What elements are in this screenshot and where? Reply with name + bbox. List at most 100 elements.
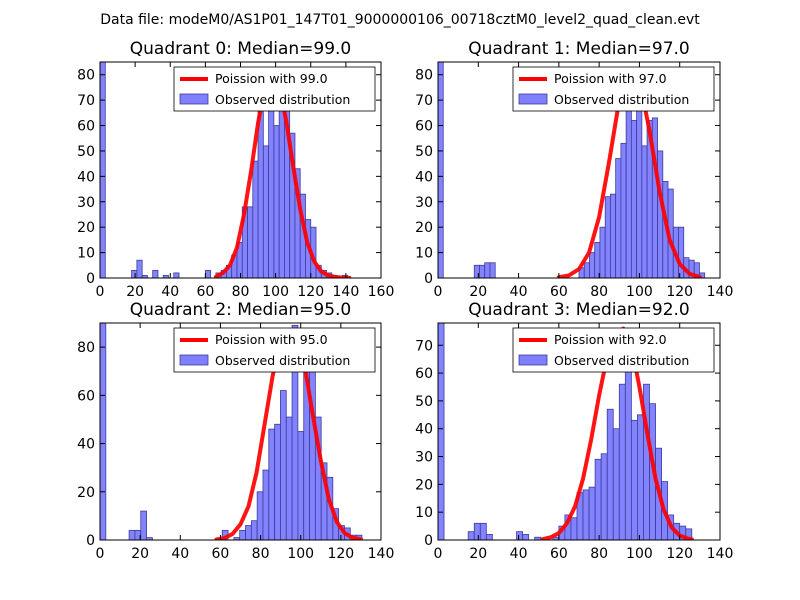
axes-frame: [437, 61, 721, 279]
subplot-quadrant-1: Quadrant 1: Median=97.00 20 40 60 80 100 120 14…: [415, 39, 733, 300]
histogram-bar: [637, 414, 644, 540]
histogram-bar: [588, 486, 596, 540]
histogram-bar: [100, 323, 107, 540]
legend-label-observed: Observed distribution: [215, 353, 350, 368]
x-tick-label: 160: [368, 284, 395, 300]
x-tick-label: 20: [126, 284, 144, 300]
histogram-bar: [280, 390, 287, 540]
histogram-bar: [467, 531, 475, 540]
x-tick-label: 0: [434, 546, 443, 562]
histogram-bar: [278, 97, 285, 278]
y-tick-label: 60: [77, 119, 95, 135]
histogram-bar: [252, 160, 259, 278]
y-tick-label: 30: [77, 195, 95, 211]
y-tick-label: 50: [415, 394, 433, 410]
histogram-bar: [489, 262, 496, 278]
legend: Poission with 99.0 Observed distribution: [173, 66, 376, 112]
x-tick-label: 60: [212, 546, 230, 562]
legend-bar-swatch: [179, 354, 209, 366]
histogram-bar: [604, 196, 611, 278]
x-tick-label: 140: [707, 546, 734, 562]
histogram-bar: [582, 489, 590, 540]
histogram-bar: [570, 517, 578, 540]
x-tick-label: 60: [550, 284, 568, 300]
y-tick-label: 50: [415, 144, 433, 160]
x-tick-label: 40: [510, 284, 528, 300]
legend-label-poisson: Poission with 92.0: [554, 332, 667, 347]
y-tick-label: 60: [415, 119, 433, 135]
histogram-bar: [173, 272, 180, 278]
histogram-bar: [250, 520, 258, 540]
y-tick-label: 20: [77, 220, 95, 236]
histogram-bar: [522, 534, 530, 540]
histogram-bar: [256, 491, 264, 540]
legend-label-poisson: Poission with 97.0: [554, 71, 667, 86]
subplot-quadrant-3: Quadrant 3: Median=92.00 20 40 60 80 100 120 14…: [415, 300, 733, 562]
x-tick-label: 120: [327, 546, 354, 562]
x-tick-label: 80: [252, 546, 270, 562]
histogram-bars: [100, 62, 349, 278]
histogram-bar: [641, 145, 648, 278]
legend-label-observed: Observed distribution: [554, 353, 689, 368]
y-tick-label: 70: [415, 93, 433, 109]
x-tick-label: 120: [666, 546, 693, 562]
histogram-bar: [589, 252, 596, 278]
histogram-bar: [657, 150, 664, 278]
subplots: Quadrant 0: Median=99.00 20 40 60 80 100 120 14…: [77, 39, 733, 562]
x-tick-label: 40: [510, 546, 528, 562]
legend-bar-swatch: [518, 93, 548, 105]
y-tick-label: 70: [415, 338, 433, 354]
y-tick-label: 10: [77, 246, 95, 262]
subplot-quadrant-0: Quadrant 0: Median=99.00 20 40 60 80 100 120 14…: [77, 39, 394, 300]
y-tick-label: 0: [86, 533, 95, 549]
x-tick-label: 140: [333, 284, 360, 300]
histogram-bar: [245, 525, 252, 540]
histogram-bar: [297, 431, 305, 540]
legend: Poission with 92.0 Observed distribution: [512, 327, 715, 373]
x-tick-label: 0: [96, 284, 105, 300]
histogram-bar: [594, 242, 601, 278]
histogram-bar: [516, 531, 523, 540]
histogram-bar: [583, 262, 590, 278]
histogram-bar: [610, 193, 617, 278]
legend-bar-swatch: [518, 354, 548, 366]
x-tick-label: 60: [196, 284, 214, 300]
histogram-bar: [285, 416, 293, 540]
x-tick-label: 100: [626, 284, 653, 300]
x-tick-label: 40: [171, 546, 189, 562]
histogram-bar: [131, 269, 138, 278]
x-tick-label: 120: [297, 284, 324, 300]
y-tick-label: 40: [415, 422, 433, 438]
x-tick-label: 100: [626, 546, 653, 562]
histogram-bar: [479, 264, 486, 278]
legend: Poission with 97.0 Observed distribution: [512, 66, 715, 112]
histogram-bar: [438, 323, 445, 540]
y-tick-label: 10: [415, 246, 433, 262]
legend: Poission with 95.0 Observed distribution: [173, 327, 376, 373]
histogram-bar: [247, 206, 254, 278]
legend-label-observed: Observed distribution: [215, 92, 350, 107]
y-tick-label: 60: [77, 388, 95, 404]
subplot-title: Quadrant 1: Median=97.0: [468, 39, 690, 59]
x-tick-label: 100: [262, 284, 289, 300]
histogram-bar: [473, 522, 481, 540]
x-tick-label: 20: [469, 284, 487, 300]
histogram-bar: [618, 383, 626, 540]
histogram-bar: [599, 226, 606, 278]
histogram-bar: [594, 458, 602, 540]
histogram-bar: [693, 262, 700, 278]
histogram-bar: [100, 62, 106, 278]
x-tick-label: 0: [434, 284, 443, 300]
histogram-bar: [152, 269, 159, 278]
y-tick-label: 80: [415, 68, 433, 84]
x-tick-label: 80: [232, 284, 250, 300]
y-tick-label: 20: [77, 485, 95, 501]
histogram-bar: [438, 62, 444, 278]
x-tick-label: 20: [469, 546, 487, 562]
y-tick-label: 80: [77, 68, 95, 84]
subplot-title: Quadrant 3: Median=92.0: [468, 300, 690, 320]
x-tick-label: 140: [707, 284, 734, 300]
y-tick-label: 20: [415, 477, 433, 493]
y-tick-label: 40: [77, 437, 95, 453]
